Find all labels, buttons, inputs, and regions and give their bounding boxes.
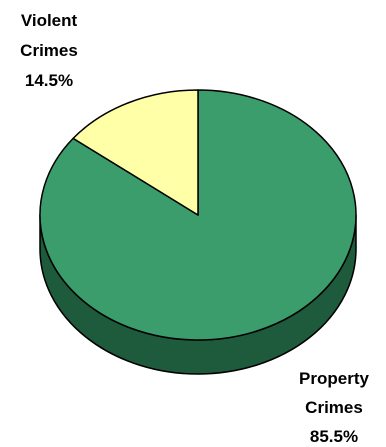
- label-violent-value: 14.5%: [25, 71, 73, 90]
- label-property-line1: Property: [299, 369, 369, 388]
- pie-slice-1: [72, 89, 199, 216]
- label-violent-line2: Crimes: [20, 41, 78, 60]
- label-property-line2: Crimes: [305, 398, 363, 417]
- label-property-value: 85.5%: [310, 427, 358, 446]
- pie-slices: [39, 89, 357, 341]
- label-violent-line1: Violent: [21, 11, 78, 30]
